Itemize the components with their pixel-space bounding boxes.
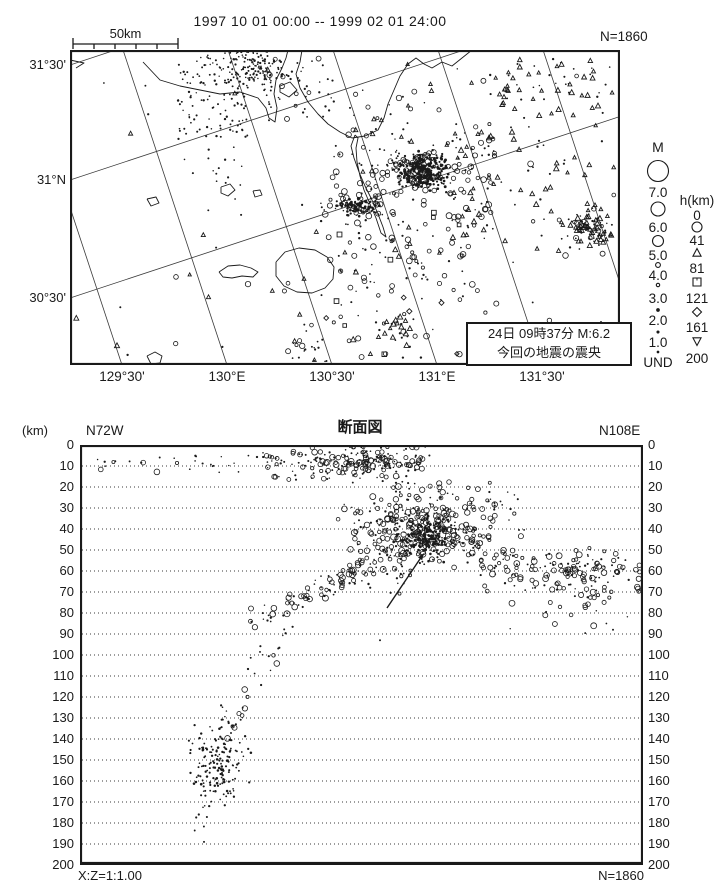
svg-text:1.0: 1.0 (649, 335, 668, 350)
svg-text:2.0: 2.0 (649, 313, 668, 328)
section-depth-tick-right: 140 (648, 731, 670, 746)
section-depth-tick-left: 130 (52, 710, 74, 725)
section-depth-tick-left: 200 (52, 857, 74, 872)
section-depth-tick-right: 120 (648, 689, 670, 704)
section-depth-tick-right: 30 (648, 500, 663, 515)
section-title: 断面図 (337, 419, 383, 436)
svg-text:UND: UND (643, 355, 672, 370)
map-lat-tick-label: 31°N (36, 172, 66, 187)
section-depth-tick-left: 10 (59, 458, 74, 473)
coastlines (69, 49, 503, 365)
section-depth-unit-label: (km) (22, 423, 48, 438)
section-depth-tick-left: 90 (59, 626, 74, 641)
svg-text:5.0: 5.0 (649, 248, 668, 263)
section-depth-tick-left: 40 (59, 521, 74, 536)
section-depth-tick-left: 60 (59, 563, 74, 578)
mainshock-epicenter-note: 今回の地震の震央 (496, 345, 601, 360)
section-depth-tick-right: 130 (648, 710, 670, 725)
map-lat-tick-label: 31°30' (29, 57, 66, 72)
section-depth-tick-right: 190 (648, 836, 670, 851)
section-scale-ratio: X:Z=1:1.00 (78, 868, 142, 883)
section-depth-tick-right: 150 (648, 752, 670, 767)
svg-text:81: 81 (689, 261, 704, 276)
depth-section-plot (79, 443, 644, 865)
depth-section-panel (79, 443, 644, 865)
epicenter-map-plot (17, 0, 648, 366)
map-lon-tick-label: 130°30' (309, 369, 355, 384)
section-depth-tick-left: 100 (52, 647, 74, 662)
epicenter-map-panel (17, 0, 648, 366)
svg-text:0: 0 (693, 208, 701, 223)
section-depth-tick-left: 140 (52, 731, 74, 746)
svg-text:3.0: 3.0 (649, 291, 668, 306)
mainshock-time-magnitude: 24日 09時37分 M:6.2 (487, 326, 611, 341)
legend-symbols: 7.0 6.0 5.0 4.0 3.0 2.0 1.0 UND 0 41 81 121 161 200 (643, 159, 709, 370)
map-lon-tick-label: 131°30' (519, 369, 565, 384)
section-depth-tick-left: 170 (52, 794, 74, 809)
section-depth-tick-right: 200 (648, 857, 670, 872)
section-depth-tick-left: 180 (52, 815, 74, 830)
svg-text:161: 161 (686, 320, 709, 335)
map-lon-tick-label: 130°E (208, 369, 246, 384)
mainshock-annotation-box: 24日 09時37分 M:6.2 今回の地震の震央 (466, 322, 632, 366)
event-count-bottom: N=1860 (598, 868, 644, 883)
section-depth-gridlines (82, 465, 641, 845)
section-depth-tick-left: 70 (59, 584, 74, 599)
section-depth-tick-right: 110 (648, 668, 669, 683)
hypocenter-points (96, 443, 643, 832)
svg-text:121: 121 (686, 291, 709, 306)
section-azimuth-left: N72W (86, 423, 124, 438)
section-depth-tick-right: 170 (648, 794, 670, 809)
section-depth-tick-right: 10 (648, 458, 663, 473)
svg-text:6.0: 6.0 (649, 220, 668, 235)
section-depth-tick-left: 110 (53, 668, 74, 683)
section-azimuth-right: N108E (599, 423, 641, 438)
svg-text:7.0: 7.0 (649, 185, 668, 200)
epicenter-points (73, 50, 617, 363)
section-depth-tick-right: 80 (648, 605, 663, 620)
section-depth-tick-left: 50 (59, 542, 74, 557)
svg-text:200: 200 (686, 351, 709, 366)
section-depth-tick-right: 70 (648, 584, 663, 599)
section-depth-tick-right: 100 (648, 647, 670, 662)
section-depth-tick-left: 190 (52, 836, 74, 851)
svg-text:41: 41 (689, 233, 704, 248)
section-depth-tick-right: 90 (648, 626, 663, 641)
section-depth-tick-left: 0 (66, 437, 74, 452)
section-depth-tick-right: 20 (648, 479, 663, 494)
section-depth-tick-right: 50 (648, 542, 663, 557)
section-depth-tick-left: 20 (59, 479, 74, 494)
event-count-top: N=1860 (600, 29, 648, 44)
map-lat-tick-label: 30°30' (29, 290, 66, 305)
section-depth-tick-left: 150 (52, 752, 74, 767)
section-depth-tick-right: 160 (648, 773, 670, 788)
section-depth-tick-left: 120 (52, 689, 74, 704)
section-depth-tick-left: 160 (52, 773, 74, 788)
legend-magnitude-title: M (652, 139, 664, 155)
section-depth-tick-right: 60 (648, 563, 663, 578)
figure-period-title: 1997 10 01 00:00 -- 1999 02 01 24:00 (193, 13, 447, 29)
map-lon-tick-label: 131°E (418, 369, 456, 384)
mainshock-arrow (386, 553, 424, 609)
legend-depth-title: h(km) (679, 193, 715, 208)
section-depth-tick-right: 0 (648, 437, 656, 452)
hypocenter-single-points (203, 628, 614, 843)
map-scale-bar: 50km (72, 26, 179, 49)
map-lon-tick-label: 129°30' (99, 369, 145, 384)
section-depth-tick-right: 180 (648, 815, 670, 830)
svg-text:4.0: 4.0 (649, 268, 668, 283)
svg-text:50km: 50km (110, 26, 142, 41)
section-depth-tick-right: 40 (648, 521, 663, 536)
section-depth-tick-left: 30 (59, 500, 74, 515)
map-graticule (17, 0, 648, 366)
section-depth-tick-left: 80 (59, 605, 74, 620)
